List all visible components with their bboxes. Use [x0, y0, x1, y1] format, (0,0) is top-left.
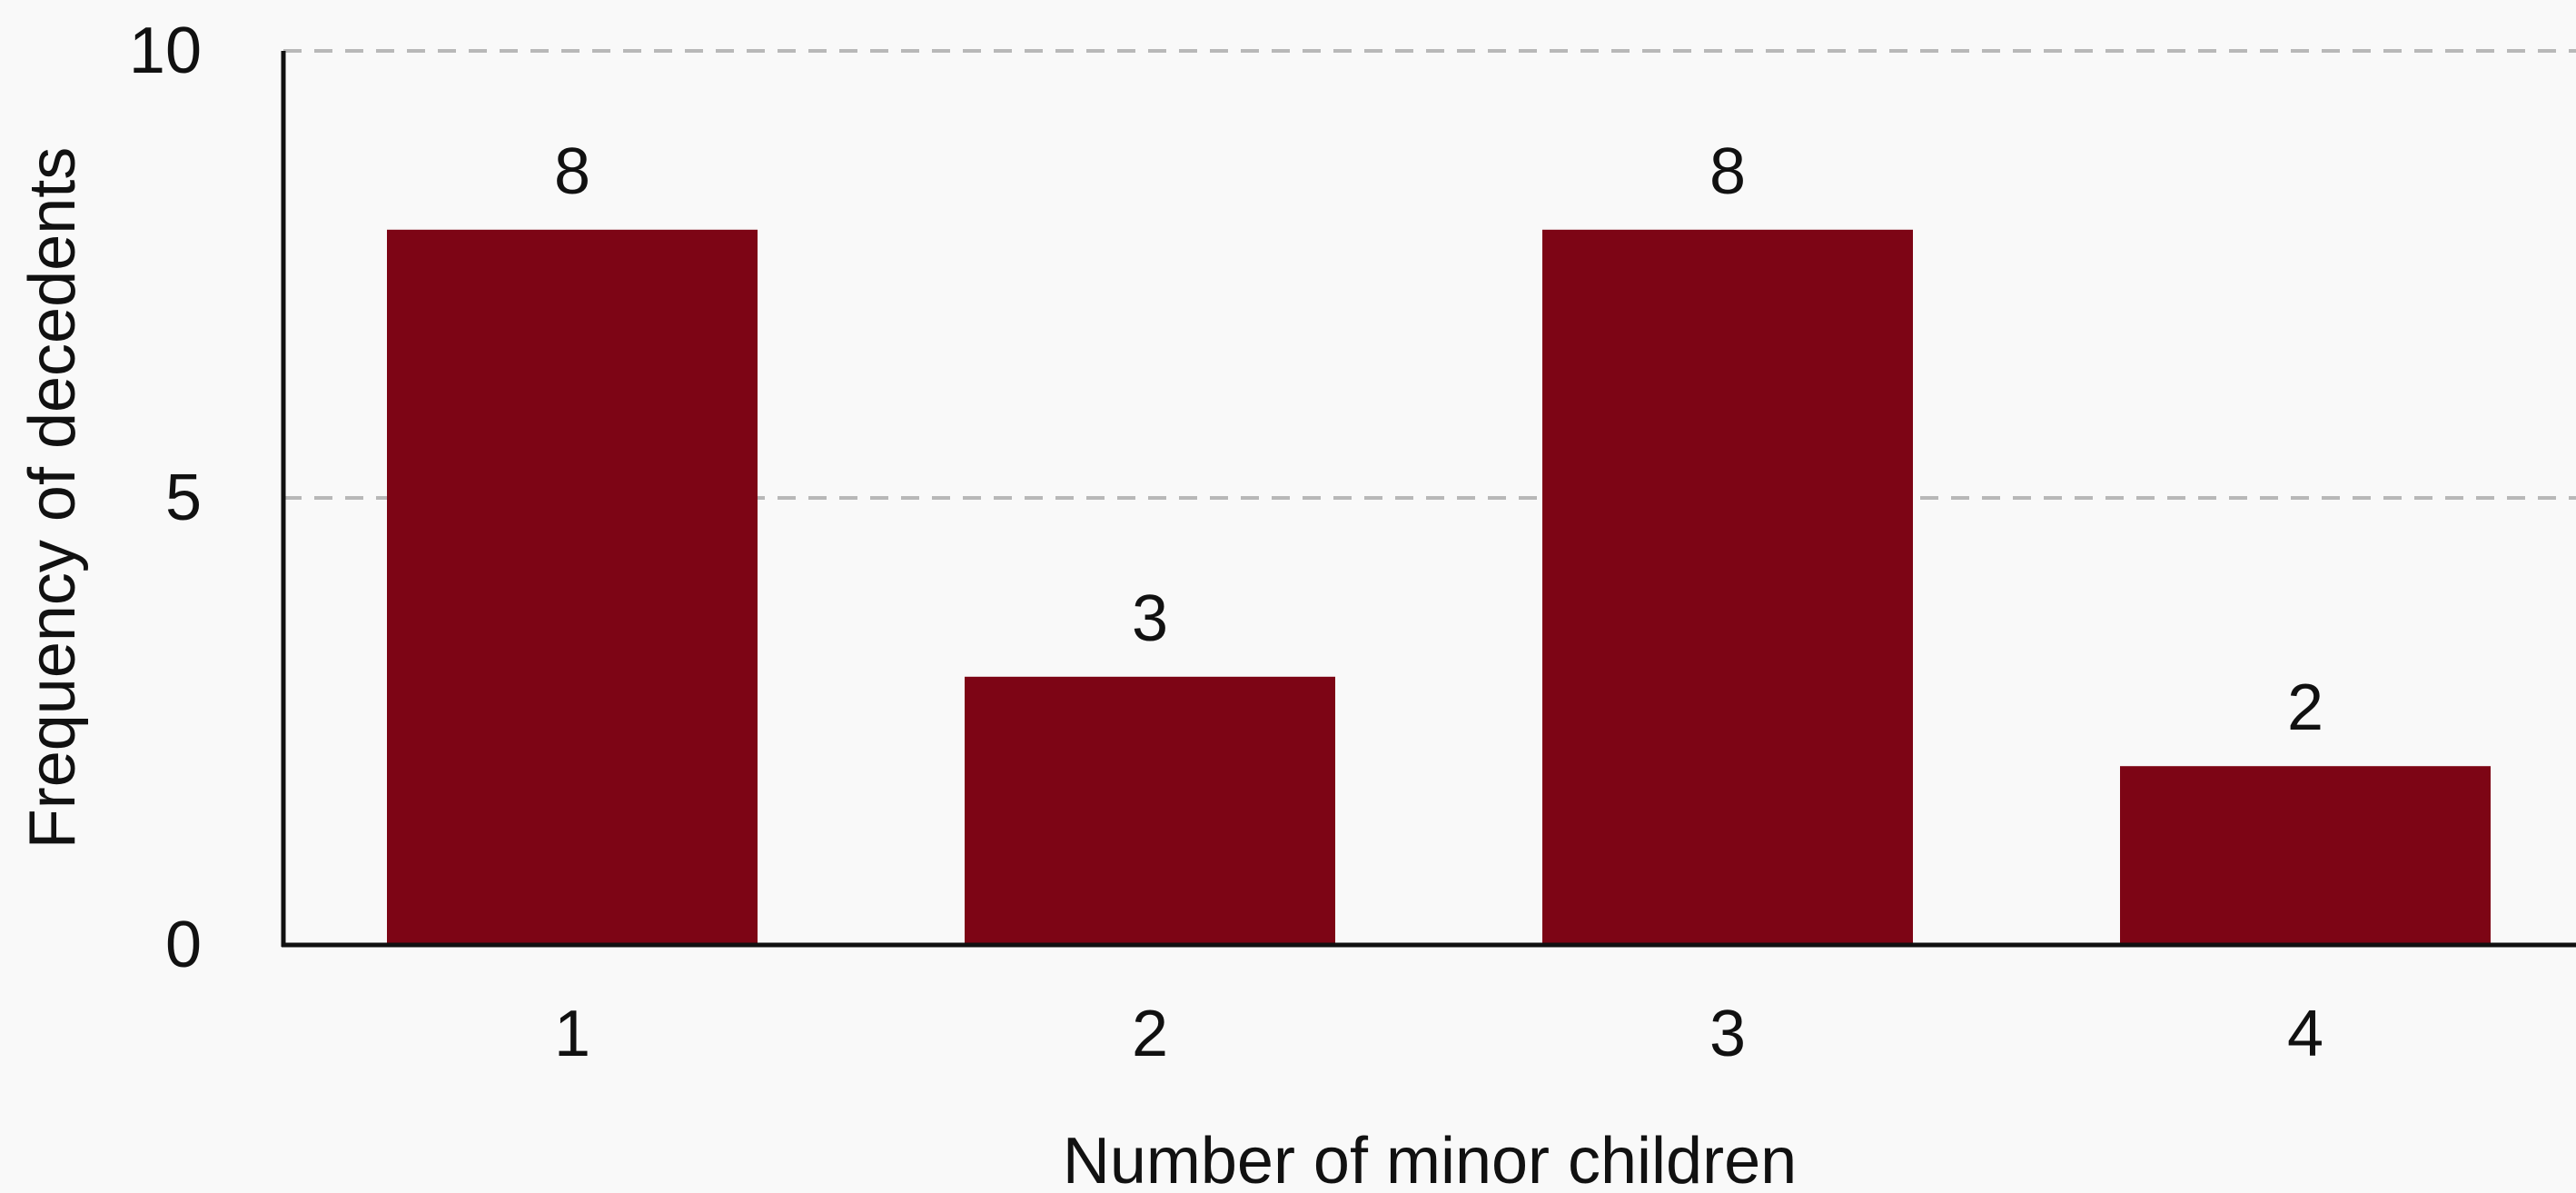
bar-value-label: 3 — [1132, 582, 1168, 655]
x-tick-label: 1 — [554, 998, 590, 1070]
bar — [2120, 766, 2491, 945]
x-axis-title: Number of minor children — [1063, 1125, 1797, 1193]
y-tick-label: 0 — [165, 909, 202, 981]
y-axis-title: Frequency of decedents — [16, 147, 89, 850]
y-tick-label: 5 — [165, 462, 202, 534]
y-tick-label: 10 — [129, 15, 202, 87]
axes — [281, 51, 2576, 948]
x-tick-label: 2 — [1132, 998, 1168, 1070]
bars — [387, 229, 2491, 946]
x-tick-label: 3 — [1709, 998, 1746, 1070]
labels: 0 5 10 8 1 3 2 8 3 2 4 — [129, 15, 2323, 1070]
bar-value-label: 8 — [554, 135, 590, 208]
bar-value-label: 2 — [2287, 671, 2323, 744]
bar — [965, 676, 1335, 945]
bar-value-label: 8 — [1709, 135, 1746, 208]
x-tick-label: 4 — [2287, 998, 2323, 1070]
bar — [387, 229, 758, 946]
bar — [1542, 229, 1913, 946]
